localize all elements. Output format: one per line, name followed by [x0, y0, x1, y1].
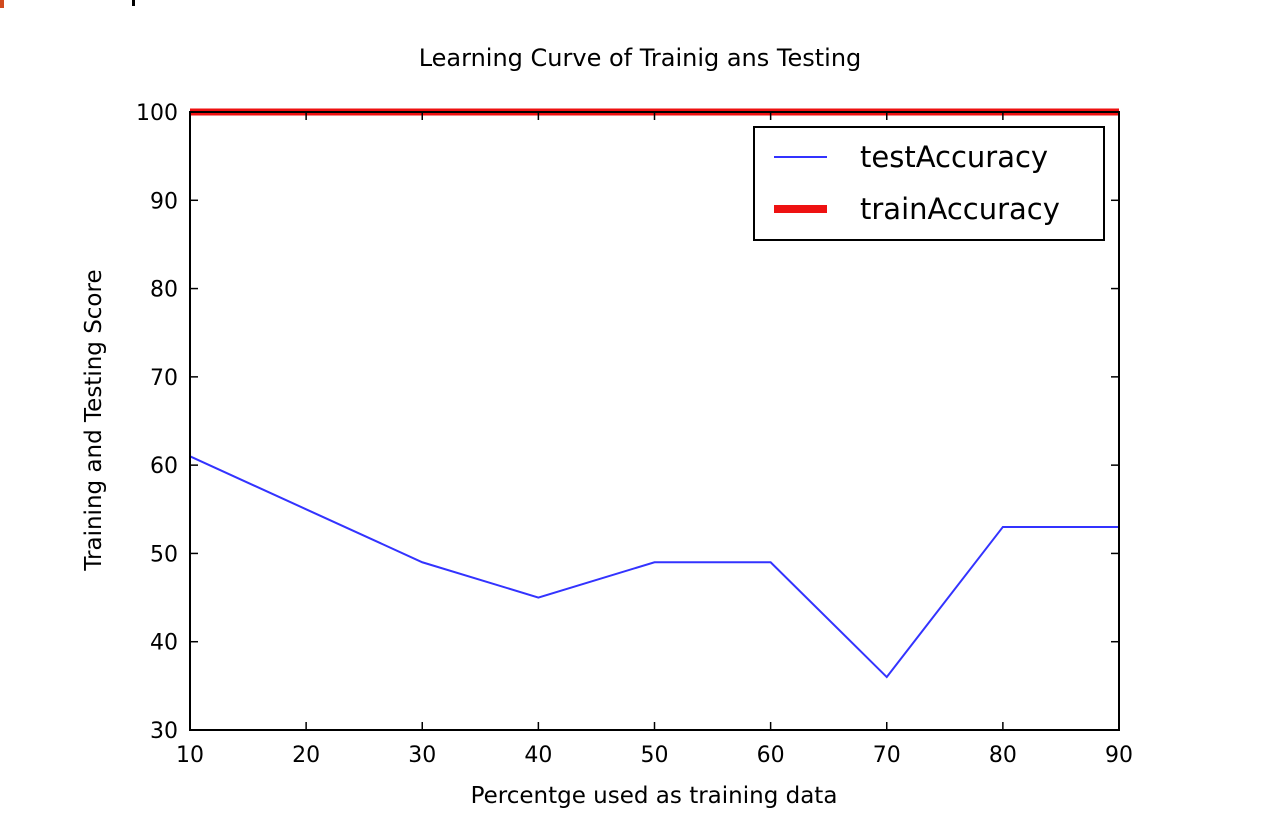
axis-ticks: 10 20 30 40 50 60 70 80 90 30 40 50 60 70 80 90 100 — [136, 101, 1133, 768]
legend-label-testAccuracy: testAccuracy — [860, 140, 1048, 174]
x-tick-label-20: 20 — [292, 743, 320, 768]
legend: testAccuracy trainAccuracy — [753, 126, 1105, 241]
y-tick-label-90: 90 — [150, 189, 178, 214]
y-axis-label: Training and Testing Score — [81, 269, 107, 571]
corner-mark-left — [0, 0, 4, 8]
x-tick-label-80: 80 — [989, 743, 1017, 768]
y-tick-label-60: 60 — [150, 454, 178, 479]
y-tick-label-70: 70 — [150, 366, 178, 391]
x-tick-label-50: 50 — [641, 743, 669, 768]
x-tick-label-70: 70 — [873, 743, 901, 768]
legend-label-trainAccuracy: trainAccuracy — [860, 192, 1060, 226]
x-tick-label-30: 30 — [408, 743, 436, 768]
corner-mark-right — [132, 0, 135, 6]
x-axis-label: Percentge used as training data — [471, 783, 838, 809]
y-tick-label-100: 100 — [136, 101, 178, 126]
y-tick-label-80: 80 — [150, 278, 178, 303]
x-tick-label-60: 60 — [757, 743, 785, 768]
y-tick-label-50: 50 — [150, 542, 178, 567]
x-tick-label-40: 40 — [524, 743, 552, 768]
series-line-testAccuracy — [189, 455, 1119, 679]
x-tick-label-10: 10 — [176, 743, 204, 768]
y-tick-label-40: 40 — [150, 631, 178, 656]
y-tick-label-30: 30 — [150, 719, 178, 744]
x-tick-label-90: 90 — [1105, 743, 1133, 768]
legend-box — [753, 126, 1105, 241]
chart-title: Learning Curve of Trainig ans Testing — [419, 44, 862, 72]
